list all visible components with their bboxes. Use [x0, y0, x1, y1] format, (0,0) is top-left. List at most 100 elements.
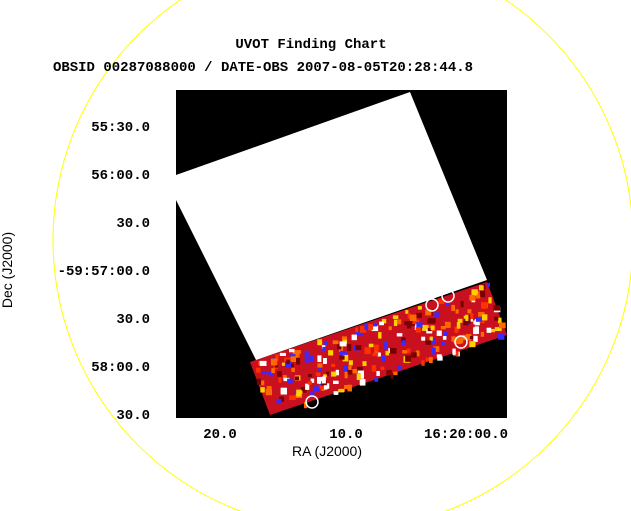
speck: [431, 347, 436, 355]
speck: [326, 371, 330, 376]
speck: [281, 362, 287, 366]
speck: [355, 330, 363, 337]
speck: [440, 326, 446, 330]
x-tick-label: 20.0: [203, 427, 237, 443]
y-tick-label: 30.0: [116, 312, 150, 328]
speck: [367, 324, 374, 330]
speck: [355, 327, 359, 333]
y-axis-label: Dec (J2000): [0, 232, 15, 308]
speck: [476, 317, 483, 322]
speck: [290, 356, 297, 362]
masked-region: [176, 92, 487, 360]
speck: [333, 391, 339, 395]
speck: [431, 338, 436, 345]
speck: [396, 333, 403, 337]
speck: [265, 388, 273, 396]
y-tick-label: 55:30.0: [91, 120, 150, 136]
speck: [304, 350, 309, 358]
speck: [451, 304, 455, 312]
speck: [479, 285, 484, 291]
speck: [331, 363, 336, 368]
subtitle: OBSID 00287088000 / DATE-OBS 2007-08-05T…: [53, 60, 473, 76]
speck: [478, 311, 485, 317]
speck: [314, 386, 320, 392]
speck: [282, 375, 287, 380]
speck: [287, 378, 293, 384]
speck: [368, 343, 374, 348]
speck: [467, 309, 472, 314]
speck: [347, 384, 352, 392]
speck: [473, 335, 478, 342]
speck: [388, 326, 392, 331]
speck: [390, 373, 394, 379]
speck: [381, 355, 386, 363]
markers: [305, 289, 468, 409]
speck: [392, 315, 399, 319]
speck: [286, 359, 290, 365]
speck: [342, 354, 349, 362]
speck: [379, 321, 384, 326]
speck: [294, 350, 301, 354]
speck: [443, 332, 448, 337]
speck: [259, 360, 267, 366]
speck: [482, 314, 488, 321]
x-tick-label: 16:20:00.0: [424, 427, 508, 443]
speck: [357, 370, 364, 376]
speck: [275, 354, 279, 361]
speck: [463, 321, 469, 326]
speck: [453, 351, 459, 357]
speck: [364, 323, 369, 331]
speck: [476, 294, 481, 299]
speck: [430, 325, 435, 330]
speck: [359, 326, 367, 333]
speck: [416, 322, 423, 329]
speck: [371, 365, 377, 372]
title: UVOT Finding Chart: [235, 37, 386, 53]
speck: [316, 372, 321, 377]
speck: [411, 352, 417, 358]
speck: [323, 358, 327, 364]
speck: [427, 318, 435, 324]
speck: [341, 336, 347, 341]
speck: [372, 322, 378, 327]
speck: [278, 377, 282, 383]
speck: [401, 337, 406, 343]
speck: [466, 333, 472, 341]
speck: [497, 317, 502, 324]
speck: [344, 371, 348, 379]
speck: [480, 290, 486, 298]
speck: [305, 383, 310, 390]
speck: [296, 357, 301, 365]
speck: [332, 340, 339, 345]
speck: [322, 376, 326, 384]
speck: [357, 366, 363, 371]
speck: [401, 340, 406, 346]
speck: [347, 368, 353, 375]
speck: [298, 390, 303, 394]
speck: [310, 391, 315, 398]
speck: [409, 319, 416, 326]
speck: [421, 336, 426, 341]
speck: [436, 330, 442, 336]
speck: [460, 300, 464, 308]
x-axis-label: RA (J2000): [292, 443, 362, 459]
speck: [307, 381, 312, 385]
speck: [433, 346, 440, 352]
speck: [271, 368, 275, 374]
speck: [336, 344, 342, 350]
speck: [304, 401, 308, 409]
speck: [425, 357, 430, 362]
speck: [348, 360, 353, 366]
speck: [494, 316, 499, 321]
speck: [339, 355, 345, 360]
y-tick-label: -59:57:00.0: [58, 264, 150, 280]
speck: [309, 355, 314, 363]
speck: [300, 387, 307, 393]
speck: [469, 336, 474, 340]
speck: [359, 379, 366, 386]
speck: [270, 358, 278, 366]
speck: [385, 350, 390, 356]
speck: [456, 322, 461, 329]
speck: [347, 344, 352, 351]
speck: [304, 358, 310, 363]
